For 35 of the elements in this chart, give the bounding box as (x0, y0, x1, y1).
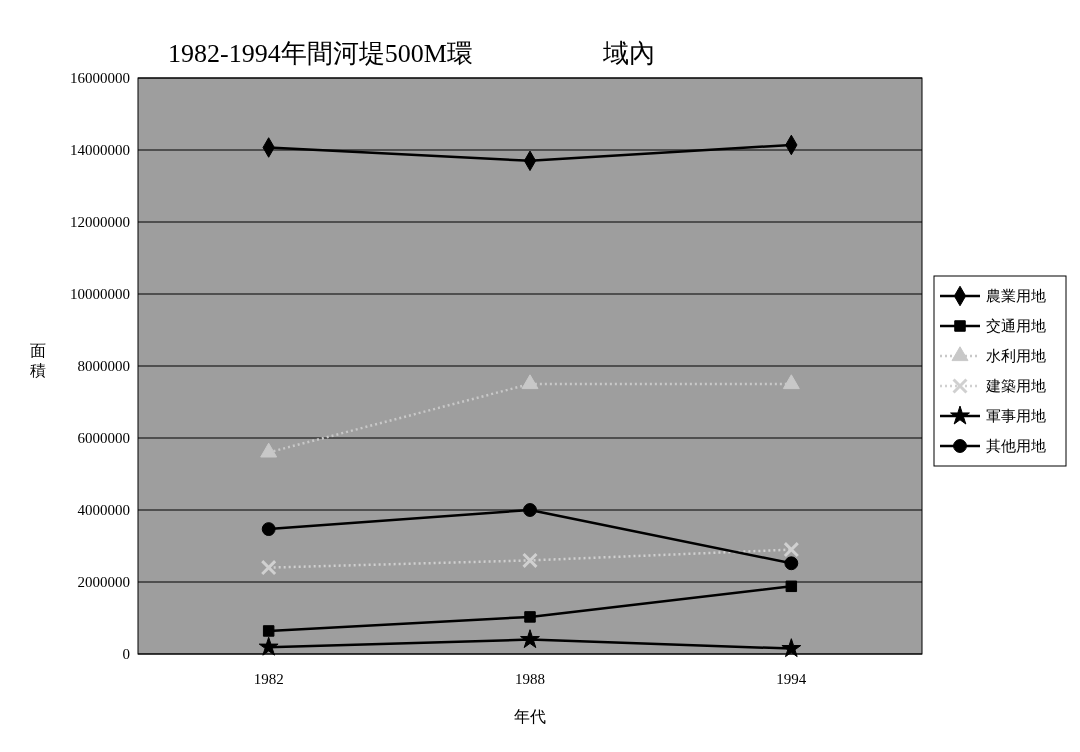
x-axis-title: 年代 (514, 707, 546, 726)
y-tick-label: 14000000 (70, 142, 130, 159)
point (262, 625, 275, 637)
point (523, 503, 537, 517)
point (785, 580, 798, 593)
x-tick-label: 1982 (253, 671, 284, 687)
y-tick-label: 16000000 (70, 70, 130, 87)
point (521, 374, 539, 390)
x-tick-label: 1994 (776, 671, 807, 687)
y-tick-label: 6000000 (77, 430, 130, 447)
point (783, 541, 800, 558)
legend-label: 水利用地 (986, 347, 1046, 366)
y-tick-label: 2000000 (77, 574, 130, 591)
legend-label: 交通用地 (986, 317, 1046, 336)
point (782, 374, 800, 390)
legend-label: 其他用地 (986, 437, 1046, 456)
y-tick-label: 0 (122, 646, 130, 663)
point (261, 522, 276, 536)
chart-title: 1982-1994年間河堤500M環 域內 (168, 39, 655, 68)
point (522, 552, 538, 569)
x-tick-label: 1988 (515, 671, 545, 687)
legend-label: 農業用地 (986, 287, 1046, 306)
y-tick-label: 8000000 (77, 358, 130, 375)
y-tick-label: 4000000 (77, 502, 130, 519)
point (781, 638, 802, 658)
y-tick-label: 12000000 (70, 214, 130, 231)
point (258, 636, 279, 656)
point (520, 629, 540, 649)
point (260, 559, 277, 576)
legend-label: 建築用地 (985, 377, 1046, 396)
point (784, 556, 799, 571)
legend-label: 軍事用地 (986, 407, 1046, 426)
point (524, 611, 536, 623)
y-axis-title: 面積 (30, 341, 46, 380)
y-tick-label: 10000000 (70, 286, 130, 303)
